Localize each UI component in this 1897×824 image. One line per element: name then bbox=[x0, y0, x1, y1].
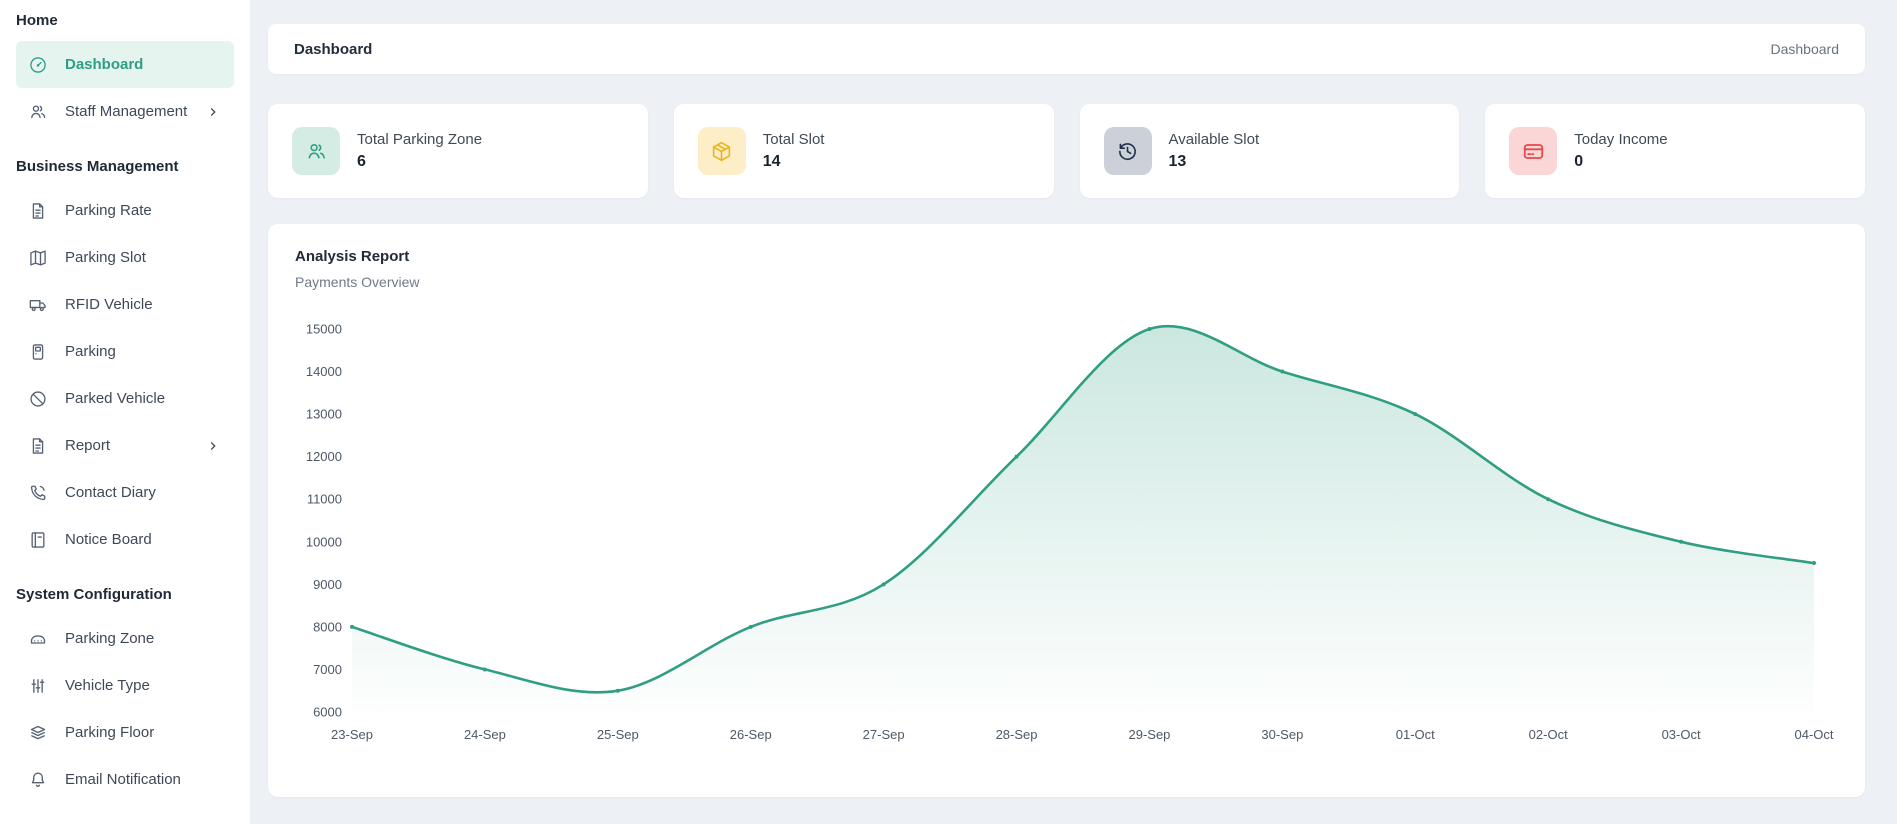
svg-text:28-Sep: 28-Sep bbox=[996, 727, 1038, 742]
map-icon bbox=[28, 248, 48, 268]
package-icon bbox=[697, 127, 746, 175]
parking-meter-icon bbox=[28, 342, 48, 362]
section-system-configuration: System Configuration bbox=[16, 586, 172, 603]
svg-text:12000: 12000 bbox=[306, 449, 342, 464]
sidebar-item-staff-management[interactable]: Staff Management bbox=[16, 88, 234, 135]
sliders-icon bbox=[28, 676, 48, 696]
svg-text:13000: 13000 bbox=[306, 407, 342, 422]
chevron-right-icon bbox=[206, 105, 220, 119]
stat-value: 6 bbox=[357, 153, 366, 170]
breadcrumb[interactable]: Dashboard bbox=[1770, 41, 1840, 57]
sidebar-item-label: Dashboard bbox=[65, 56, 144, 73]
sidebar-item-label: Parking Rate bbox=[65, 202, 152, 219]
svg-text:02-Oct: 02-Oct bbox=[1529, 727, 1568, 742]
phone-icon bbox=[28, 483, 48, 503]
sidebar-item-email-notification[interactable]: Email Notification bbox=[16, 756, 234, 803]
chart-title: Analysis Report bbox=[295, 248, 410, 265]
svg-text:27-Sep: 27-Sep bbox=[863, 727, 905, 742]
sidebar-item-label: Parking Floor bbox=[65, 724, 155, 741]
sidebar-item-vehicle-type[interactable]: Vehicle Type bbox=[16, 662, 234, 709]
svg-text:6000: 6000 bbox=[313, 705, 342, 720]
stat-label: Total Slot bbox=[762, 131, 825, 148]
file-text-icon bbox=[28, 436, 48, 456]
svg-text:15000: 15000 bbox=[306, 322, 342, 337]
chart-titles: Analysis Report Payments Overview bbox=[295, 248, 419, 290]
sidebar-item-rfid-vehicle[interactable]: RFID Vehicle bbox=[16, 281, 234, 328]
chart-subtitle: Payments Overview bbox=[295, 274, 420, 290]
section-business-management: Business Management bbox=[16, 158, 179, 175]
bell-icon bbox=[28, 770, 48, 790]
sidebar-item-parking-rate[interactable]: Parking Rate bbox=[16, 187, 234, 234]
stat-card-total-slot: Total Slot 14 bbox=[673, 104, 1054, 198]
credit-card-icon bbox=[1509, 127, 1558, 175]
chevron-right-icon bbox=[206, 439, 220, 453]
svg-text:24-Sep: 24-Sep bbox=[464, 727, 506, 742]
svg-text:7000: 7000 bbox=[313, 662, 342, 677]
sidebar-item-label: Vehicle Type bbox=[65, 677, 150, 694]
sidebar-item-contact-diary[interactable]: Contact Diary bbox=[16, 469, 234, 516]
sidebar-item-label: Email Notification bbox=[65, 771, 181, 788]
car-icon bbox=[28, 629, 48, 649]
svg-text:30-Sep: 30-Sep bbox=[1261, 727, 1303, 742]
stat-label: Today Income bbox=[1574, 131, 1668, 148]
sidebar-item-parking-floor[interactable]: Parking Floor bbox=[16, 709, 234, 756]
stat-card-total-parking-zone: Total Parking Zone 6 bbox=[268, 104, 648, 198]
users-icon bbox=[28, 102, 48, 122]
sidebar-item-label: Parking bbox=[65, 343, 116, 360]
sidebar-item-label: Parking Zone bbox=[65, 630, 155, 647]
stat-value: 0 bbox=[1574, 153, 1584, 170]
file-text-icon bbox=[28, 201, 48, 221]
svg-text:04-Oct: 04-Oct bbox=[1794, 727, 1833, 742]
svg-text:25-Sep: 25-Sep bbox=[597, 727, 639, 742]
sidebar-item-parking[interactable]: Parking bbox=[16, 328, 234, 375]
analysis-report-card: Analysis Report Payments Overview 15000 1… bbox=[268, 224, 1865, 797]
svg-text:8000: 8000 bbox=[313, 619, 342, 634]
sidebar-item-parked-vehicle[interactable]: Parked Vehicle bbox=[16, 375, 234, 422]
sidebar-item-parking-zone[interactable]: Parking Zone bbox=[16, 615, 234, 662]
svg-text:14000: 14000 bbox=[306, 364, 342, 379]
svg-text:11000: 11000 bbox=[307, 492, 342, 507]
sidebar-item-report[interactable]: Report bbox=[16, 422, 234, 469]
page-title: Dashboard bbox=[294, 40, 373, 58]
ban-icon bbox=[28, 389, 48, 409]
svg-text:10000: 10000 bbox=[306, 534, 342, 549]
stats-row: Total Parking Zone 6 Total Slot 14 A bbox=[268, 104, 1865, 198]
sidebar-item-label: Notice Board bbox=[65, 531, 152, 548]
layers-icon bbox=[28, 723, 48, 743]
stat-label: Total Parking Zone bbox=[357, 131, 483, 148]
sidebar: Home Dashboard Staff Management Business… bbox=[0, 0, 250, 824]
main-content: Dashboard Dashboard Total Parking Zone 6… bbox=[250, 0, 1897, 824]
stat-card-today-income: Today Income 0 bbox=[1485, 104, 1865, 198]
payments-area-chart: 15000 14000 13000 12000 11000 10000 9000 8000 70… bbox=[306, 322, 1834, 743]
gauge-icon bbox=[28, 55, 48, 75]
stat-label: Available Slot bbox=[1168, 131, 1260, 148]
sidebar-item-parking-slot[interactable]: Parking Slot bbox=[16, 234, 234, 281]
notice-board-icon bbox=[28, 530, 48, 550]
history-icon bbox=[1103, 127, 1152, 175]
sidebar-item-label: Parking Slot bbox=[65, 249, 146, 266]
stat-card-available-slot: Available Slot 13 bbox=[1079, 104, 1460, 198]
sidebar-item-label: Report bbox=[65, 437, 111, 454]
sidebar-item-notice-board[interactable]: Notice Board bbox=[16, 516, 234, 563]
svg-text:26-Sep: 26-Sep bbox=[730, 727, 772, 742]
sidebar-item-dashboard[interactable]: Dashboard bbox=[16, 41, 234, 88]
page-header: Dashboard Dashboard bbox=[268, 24, 1865, 74]
svg-text:01-Oct: 01-Oct bbox=[1396, 727, 1435, 742]
svg-text:29-Sep: 29-Sep bbox=[1128, 727, 1170, 742]
section-home: Home bbox=[16, 12, 58, 29]
stat-value: 13 bbox=[1168, 153, 1187, 170]
sidebar-item-label: Staff Management bbox=[65, 103, 188, 120]
users-icon bbox=[292, 127, 340, 175]
svg-text:23-Sep: 23-Sep bbox=[331, 727, 373, 742]
sidebar-item-label: Contact Diary bbox=[65, 484, 156, 501]
svg-text:9000: 9000 bbox=[313, 577, 342, 592]
svg-text:03-Oct: 03-Oct bbox=[1662, 727, 1701, 742]
sidebar-item-label: RFID Vehicle bbox=[65, 296, 153, 313]
truck-icon bbox=[28, 295, 48, 315]
sidebar-item-label: Parked Vehicle bbox=[65, 390, 166, 407]
stat-value: 14 bbox=[762, 153, 781, 170]
